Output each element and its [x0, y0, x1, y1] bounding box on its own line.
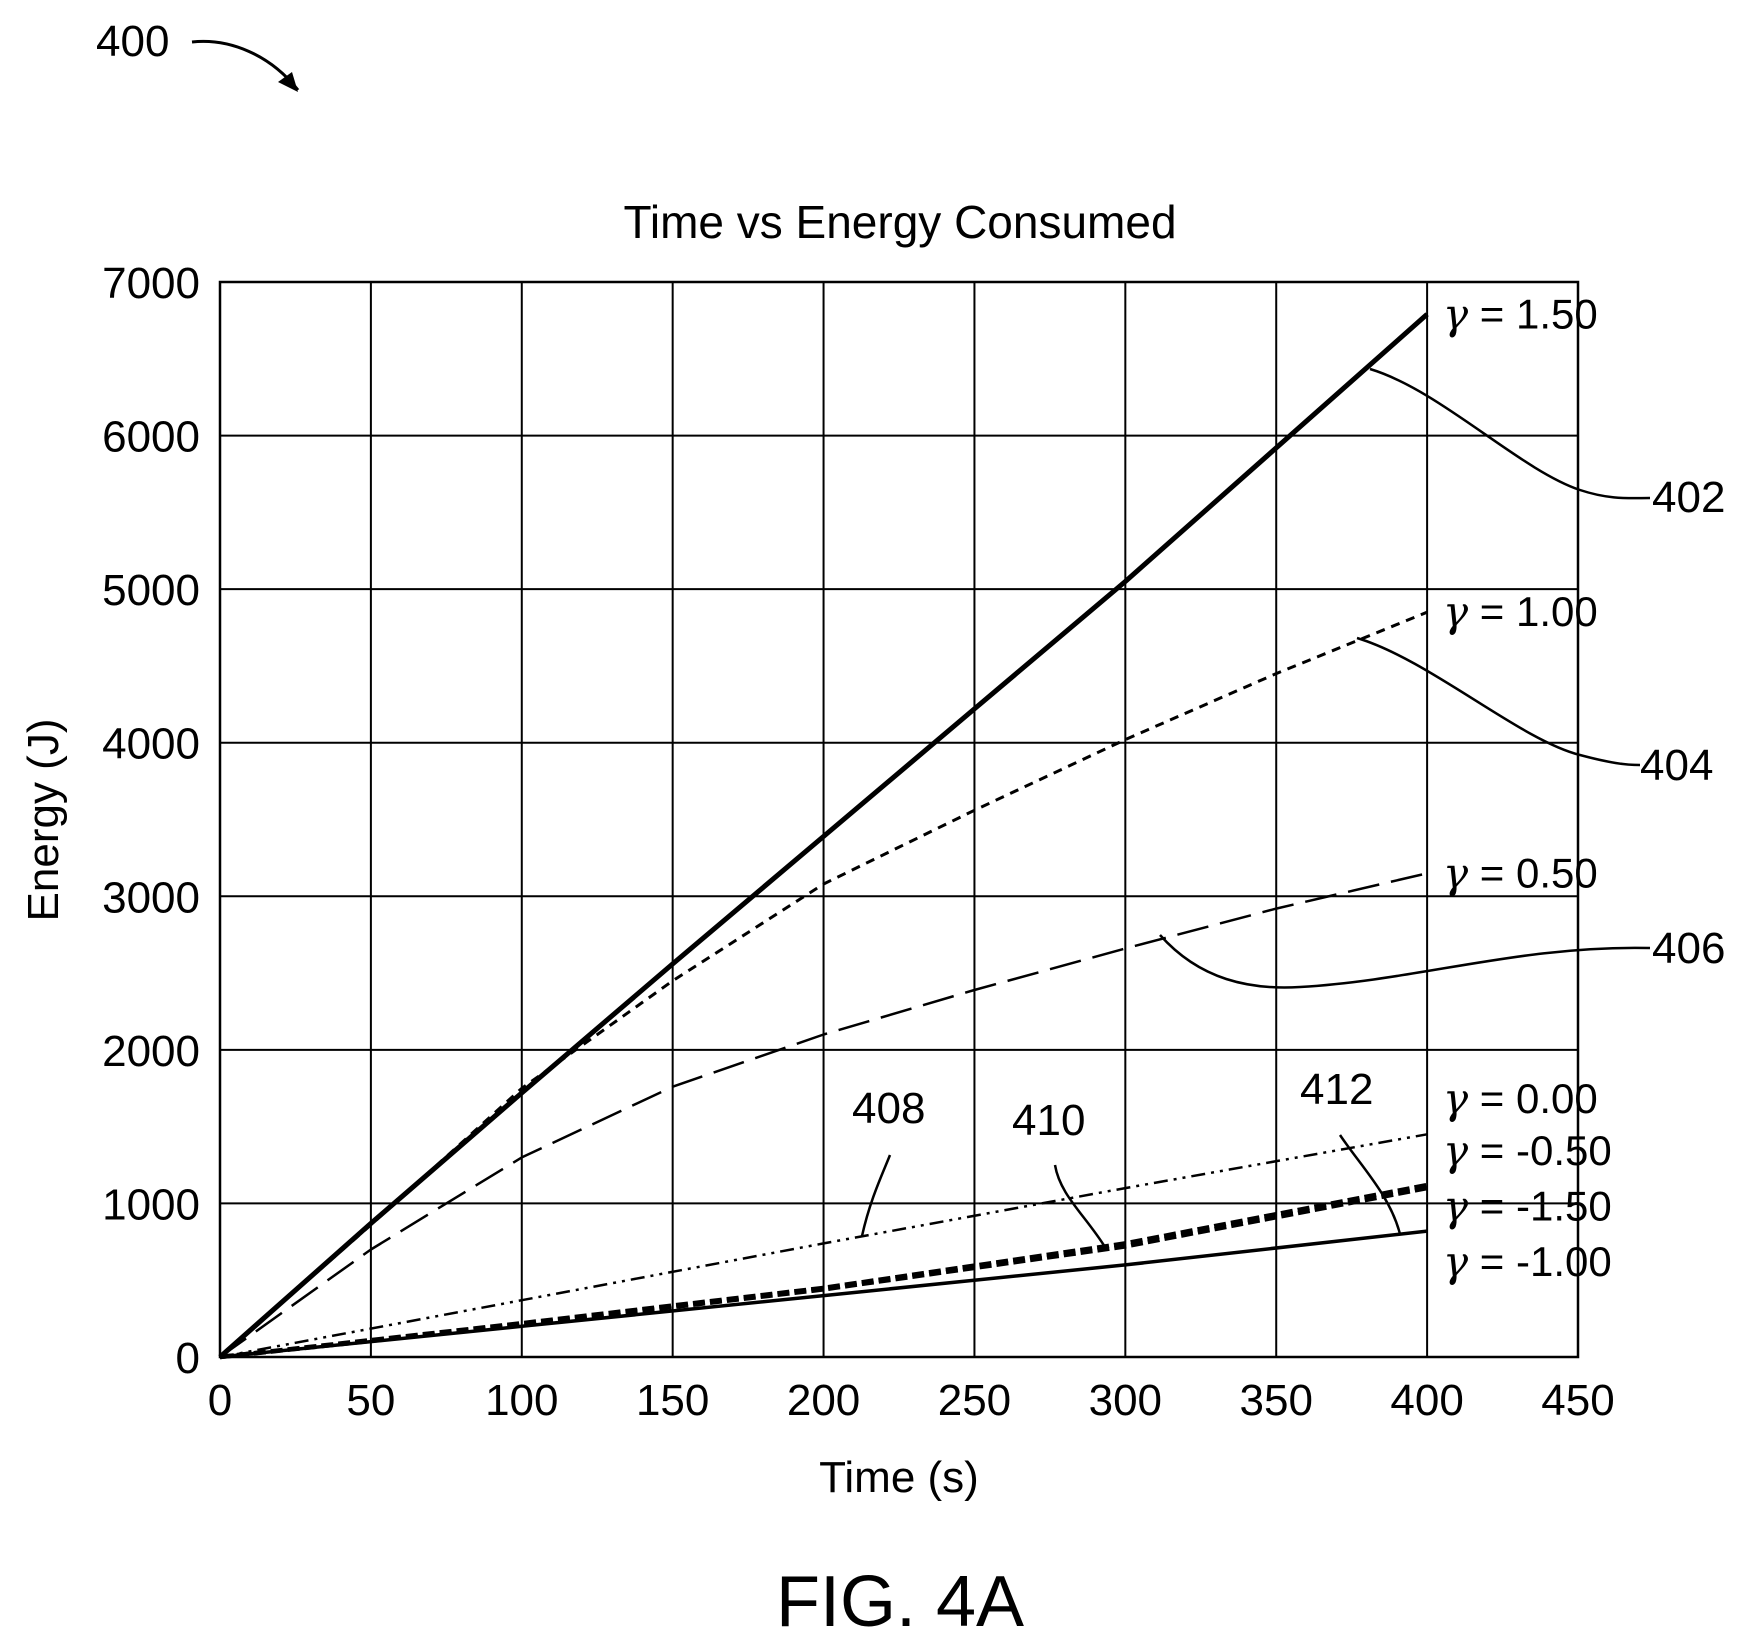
annotation-group: 402 404 406 408 410 412	[852, 367, 1725, 1248]
gamma-value: = 1.50	[1468, 290, 1598, 337]
ref-label-410: 410	[1012, 1096, 1085, 1145]
leader-412	[1338, 1134, 1402, 1235]
ref-label-406: 406	[1652, 924, 1725, 973]
series-line-1	[219, 610, 1428, 1359]
y-tick-labels: 0 1000 2000 3000 4000 5000 6000 7000	[102, 259, 200, 1383]
leader-406	[1159, 934, 1651, 989]
x-tick-label: 450	[1541, 1376, 1614, 1425]
x-tick-label: 150	[636, 1376, 709, 1425]
x-tick-labels: 0 50 100 150 200 250 300 350 400 450	[208, 1376, 1615, 1425]
y-tick-label: 5000	[102, 566, 200, 615]
gamma-label-1: γ = 1.00	[1443, 587, 1598, 636]
gamma-label-0: γ = 1.50	[1443, 289, 1598, 338]
figure-ref-arrowhead	[278, 72, 298, 92]
gamma-label-5: γ = -1.50	[1443, 1182, 1612, 1231]
gamma-value: = -1.50	[1468, 1183, 1612, 1230]
x-tick-label: 300	[1089, 1376, 1162, 1425]
ref-label-408: 408	[852, 1084, 925, 1133]
y-tick-label: 0	[176, 1334, 200, 1383]
x-tick-label: 50	[346, 1376, 395, 1425]
x-tick-label: 100	[485, 1376, 558, 1425]
leader-408	[860, 1154, 892, 1237]
x-tick-label: 200	[787, 1376, 860, 1425]
chart-title: Time vs Energy Consumed	[623, 196, 1176, 248]
x-tick-label: 250	[938, 1376, 1011, 1425]
x-tick-label: 0	[208, 1376, 232, 1425]
y-axis-label: Energy (J)	[19, 719, 68, 922]
series-line-2	[219, 872, 1428, 1359]
gamma-label-6: γ = -1.00	[1443, 1237, 1612, 1286]
series-line-3	[219, 1133, 1428, 1359]
y-tick-label: 2000	[102, 1027, 200, 1076]
x-tick-label: 400	[1390, 1376, 1463, 1425]
y-tick-label: 6000	[102, 413, 200, 462]
gamma-value: = -1.00	[1468, 1238, 1612, 1285]
figure-caption: FIG. 4A	[776, 1562, 1024, 1642]
x-axis-label: Time (s)	[819, 1453, 979, 1502]
series-line-0	[218, 312, 1429, 1359]
gamma-label-2: γ = 0.50	[1443, 848, 1598, 897]
y-tick-label: 4000	[102, 720, 200, 769]
plot-frame	[218, 280, 1580, 1359]
x-tick-label: 350	[1240, 1376, 1313, 1425]
series-line-4	[219, 1182, 1428, 1360]
gamma-label-4: γ = -0.50	[1443, 1126, 1612, 1175]
gamma-value: = -0.50	[1468, 1127, 1612, 1174]
leader-404	[1356, 636, 1641, 767]
gamma-label-3: γ = 0.00	[1443, 1074, 1598, 1123]
y-tick-label: 7000	[102, 259, 200, 308]
gamma-value: = 1.00	[1468, 588, 1598, 635]
ref-label-404: 404	[1640, 741, 1713, 790]
gamma-value: = 0.00	[1468, 1075, 1598, 1122]
gamma-value: = 0.50	[1468, 849, 1598, 896]
leader-402	[1369, 367, 1651, 500]
ref-label-412: 412	[1300, 1065, 1373, 1114]
figure-ref-number: 400	[96, 17, 169, 66]
leader-410	[1053, 1164, 1107, 1248]
series-line-5	[219, 1185, 1428, 1360]
series-group	[218, 312, 1429, 1360]
gamma-labels: γ = 1.50 γ = 1.00 γ = 0.50 γ = 0.00γ = -0.5…	[1443, 289, 1612, 1286]
ref-label-402: 402	[1652, 473, 1725, 522]
series-line-6	[219, 1229, 1428, 1359]
y-tick-label: 1000	[102, 1180, 200, 1229]
y-tick-label: 3000	[102, 873, 200, 922]
